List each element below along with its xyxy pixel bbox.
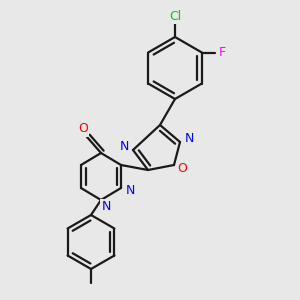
Text: N: N (101, 200, 111, 212)
Text: F: F (218, 46, 225, 59)
Text: N: N (119, 140, 129, 154)
Text: O: O (78, 122, 88, 136)
Text: N: N (184, 133, 194, 146)
Text: N: N (125, 184, 135, 196)
Text: Cl: Cl (169, 10, 181, 22)
Text: O: O (177, 161, 187, 175)
